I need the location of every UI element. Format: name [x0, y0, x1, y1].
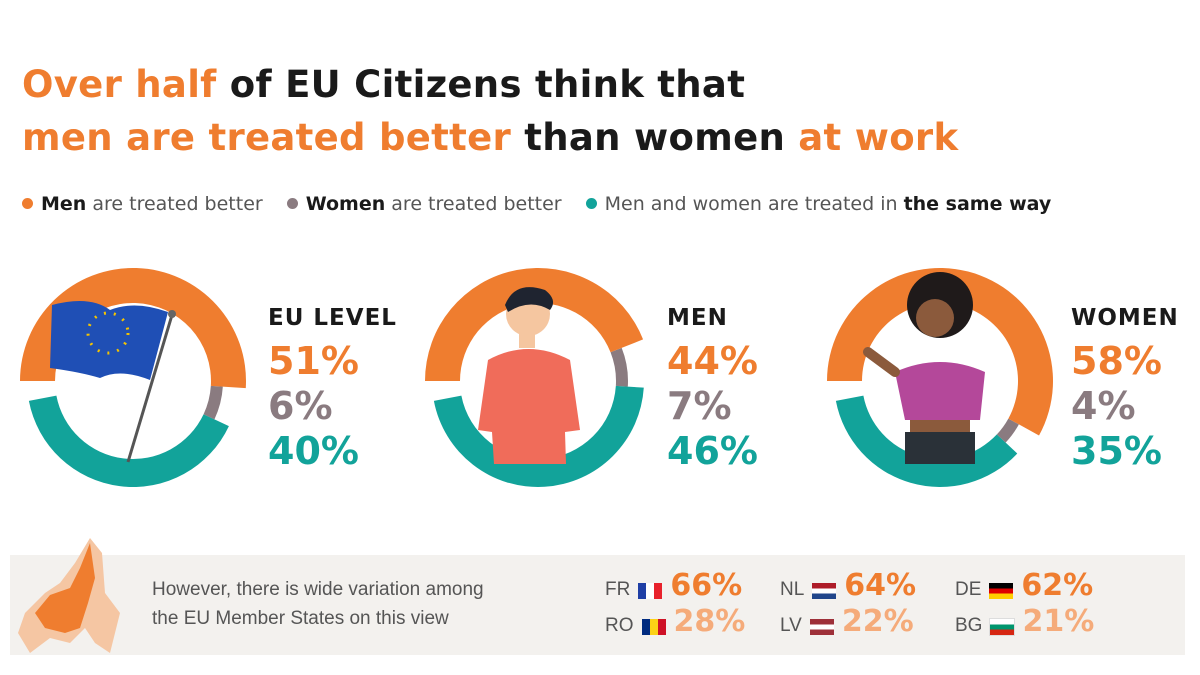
arc-men-better — [827, 268, 1054, 436]
value-same: 40% — [268, 429, 359, 473]
arc-same — [835, 395, 1018, 488]
legend-item-same: Men and women are treated in the same wa… — [585, 193, 1052, 215]
legend-text: Men and women are treated in — [604, 193, 904, 215]
country-value: 66% — [670, 568, 743, 603]
variation-note: However, there is wide variation among t… — [152, 575, 484, 633]
country-code: DE — [955, 579, 982, 600]
value-women-better: 7% — [667, 384, 732, 428]
country-value: 21% — [1022, 604, 1095, 639]
arc-women-better — [610, 347, 628, 387]
value-men-better: 51% — [268, 339, 359, 383]
legend-text: are treated better — [86, 193, 263, 215]
flag-icon — [809, 618, 834, 635]
title-highlight: at work — [798, 116, 959, 159]
country-fr: FR 66% — [605, 568, 742, 603]
value-men-better: 58% — [1071, 339, 1162, 383]
page-title: Over half of EU Citizens think that men … — [22, 58, 958, 164]
country-lv: LV 22% — [780, 604, 914, 639]
note-line: the EU Member States on this view — [152, 608, 449, 629]
value-men-better: 44% — [667, 339, 758, 383]
arc-women-better — [996, 418, 1019, 443]
country-bg: BG 21% — [955, 604, 1094, 639]
value-same: 46% — [667, 429, 758, 473]
man-illustration-icon — [478, 287, 580, 464]
country-code: NL — [780, 579, 805, 600]
legend-item-men-better: Men are treated better — [22, 193, 263, 215]
country-de: DE 62% — [955, 568, 1093, 603]
value-women-better: 6% — [268, 384, 333, 428]
flag-icon — [989, 582, 1014, 599]
legend-bold: the same way — [903, 193, 1052, 215]
legend-bold: Men — [41, 193, 87, 215]
country-value: 22% — [841, 604, 914, 639]
woman-illustration-icon — [863, 272, 985, 464]
country-code: FR — [605, 579, 631, 600]
legend-text: are treated better — [385, 193, 562, 215]
chart-labels-eu: EU LEVEL 51% 6% 40% — [268, 305, 397, 474]
legend-dot-icon — [585, 198, 597, 209]
legend-bold: Women — [305, 193, 386, 215]
country-code: LV — [780, 615, 802, 636]
country-value: 62% — [1021, 568, 1094, 603]
legend-dot-icon — [286, 198, 298, 209]
flag-icon — [989, 617, 1016, 636]
arc-men-better — [425, 268, 644, 381]
title-highlight: Over half — [22, 63, 217, 106]
note-line: However, there is wide variation among — [152, 579, 484, 600]
flag-icon — [812, 582, 837, 599]
group-title: MEN — [667, 305, 728, 331]
chart-labels-women: WOMEN 58% 4% 35% — [1071, 305, 1179, 474]
country-code: RO — [605, 615, 634, 636]
title-highlight: men are treated better — [22, 116, 512, 159]
country-value: 28% — [673, 604, 746, 639]
group-title: EU LEVEL — [268, 305, 397, 331]
group-title: WOMEN — [1071, 305, 1179, 331]
flag-icon — [638, 582, 663, 599]
arc-same — [433, 385, 644, 488]
arc-women-better — [203, 385, 223, 420]
legend-item-women-better: Women are treated better — [286, 193, 562, 215]
arc-same — [28, 395, 229, 487]
variation-panel — [10, 555, 1185, 655]
chart-labels-men: MEN 44% 7% 46% — [667, 305, 758, 474]
flag-icon — [641, 618, 666, 635]
legend-dot-icon — [22, 198, 33, 209]
value-women-better: 4% — [1071, 384, 1136, 428]
legend: Men are treated better Women are treated… — [22, 193, 1051, 215]
eu-flag-icon — [50, 301, 176, 463]
europe-map-icon — [18, 538, 120, 653]
country-nl: NL 64% — [780, 568, 916, 603]
title-text: than women — [511, 116, 799, 159]
country-ro: RO 28% — [605, 604, 745, 639]
country-value: 64% — [844, 568, 917, 603]
country-code: BG — [955, 615, 983, 636]
title-text: of EU Citizens think that — [216, 63, 746, 106]
value-same: 35% — [1071, 429, 1162, 473]
donut-charts — [19, 267, 1054, 488]
arc-men-better — [19, 267, 246, 389]
